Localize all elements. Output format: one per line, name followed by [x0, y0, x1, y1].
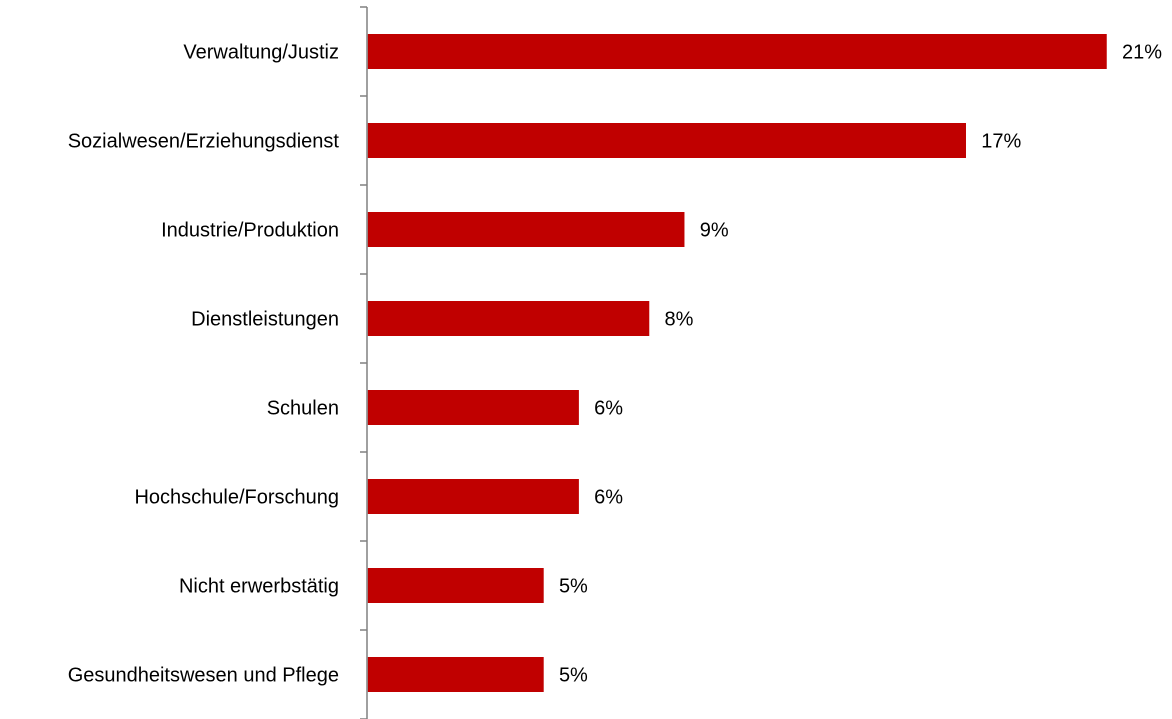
category-label: Sozialwesen/Erziehungsdienst: [68, 131, 340, 153]
category-label: Schulen: [267, 398, 339, 420]
data-label: 6%: [594, 398, 623, 420]
category-label: Dienstleistungen: [191, 309, 339, 331]
data-label: 9%: [700, 220, 729, 242]
category-label: Hochschule/Forschung: [134, 487, 339, 509]
category-axis: [360, 6, 368, 719]
data-label: 8%: [665, 309, 694, 331]
category-label: Nicht erwerbstätig: [179, 576, 339, 598]
category-label: Industrie/Produktion: [161, 220, 339, 242]
data-label: 6%: [594, 487, 623, 509]
category-label: Gesundheitswesen und Pflege: [68, 665, 339, 687]
bar: [367, 212, 685, 247]
data-label: 17%: [981, 131, 1021, 153]
bar: [367, 390, 579, 425]
bar: [367, 34, 1107, 69]
data-label: 21%: [1122, 42, 1162, 64]
bar: [367, 479, 579, 514]
data-label: 5%: [559, 665, 588, 687]
labels-layer: Verwaltung/Justiz 21% Sozialwesen/Erziehun…: [68, 42, 1163, 687]
bar: [367, 568, 544, 603]
bar: [367, 301, 650, 336]
bar: [367, 657, 544, 692]
bars-layer: [367, 34, 1107, 692]
data-label: 5%: [559, 576, 588, 598]
bar: [367, 123, 966, 158]
category-label: Verwaltung/Justiz: [183, 42, 339, 64]
